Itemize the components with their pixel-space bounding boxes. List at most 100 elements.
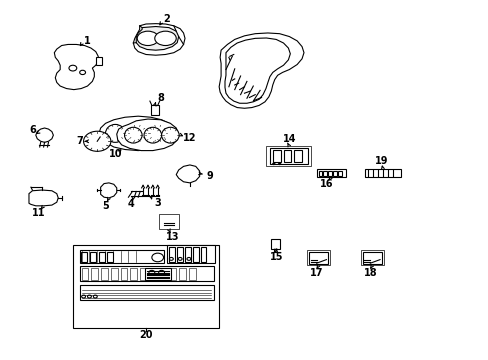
Bar <box>362 252 381 264</box>
Polygon shape <box>176 165 199 183</box>
Circle shape <box>164 223 168 226</box>
Bar <box>90 252 96 262</box>
Bar <box>308 252 328 264</box>
Bar <box>80 249 163 263</box>
Text: 8: 8 <box>157 93 164 103</box>
Bar <box>159 267 166 280</box>
Text: 14: 14 <box>282 134 296 144</box>
Circle shape <box>81 295 85 298</box>
Bar <box>150 267 157 280</box>
Bar <box>111 267 118 280</box>
Text: 6: 6 <box>29 125 36 135</box>
Circle shape <box>158 270 164 275</box>
Polygon shape <box>54 44 98 90</box>
Text: 5: 5 <box>102 201 109 211</box>
Bar <box>200 247 206 262</box>
Bar <box>161 217 176 227</box>
Text: 15: 15 <box>269 252 283 262</box>
Bar <box>107 252 113 262</box>
Bar <box>188 267 195 280</box>
Ellipse shape <box>105 125 125 142</box>
Bar <box>332 171 336 176</box>
Polygon shape <box>224 38 290 103</box>
Bar <box>294 150 302 162</box>
Bar <box>271 239 280 249</box>
Text: 7: 7 <box>76 136 83 146</box>
Bar <box>318 171 322 176</box>
Bar <box>337 171 341 176</box>
Text: 3: 3 <box>154 198 161 208</box>
Circle shape <box>80 70 85 75</box>
Bar <box>360 250 383 265</box>
Bar <box>169 267 176 280</box>
Text: 11: 11 <box>32 208 45 218</box>
Polygon shape <box>36 128 53 142</box>
Bar <box>101 267 108 280</box>
Ellipse shape <box>161 127 179 143</box>
Bar <box>283 150 291 162</box>
Bar <box>99 252 104 262</box>
Ellipse shape <box>155 31 176 45</box>
Bar <box>140 267 147 280</box>
Bar <box>365 169 400 177</box>
Text: 9: 9 <box>206 171 213 181</box>
Bar <box>328 171 331 176</box>
Ellipse shape <box>144 127 161 143</box>
Text: 12: 12 <box>183 134 196 143</box>
Bar <box>192 247 198 262</box>
Bar <box>144 267 171 280</box>
Bar <box>269 148 307 164</box>
Bar <box>169 247 175 262</box>
Bar <box>266 145 311 166</box>
Bar <box>130 267 137 280</box>
Ellipse shape <box>137 31 158 45</box>
Circle shape <box>69 65 77 71</box>
Text: 18: 18 <box>363 267 376 278</box>
Bar <box>179 267 185 280</box>
Text: 13: 13 <box>165 232 179 242</box>
Text: 16: 16 <box>319 179 332 189</box>
Circle shape <box>186 257 190 260</box>
Text: 4: 4 <box>128 199 135 210</box>
Bar <box>316 169 345 177</box>
Text: 19: 19 <box>374 156 388 166</box>
Text: 17: 17 <box>309 267 323 278</box>
Circle shape <box>83 131 111 151</box>
Bar <box>159 215 178 229</box>
Circle shape <box>278 163 281 165</box>
Polygon shape <box>136 27 178 50</box>
Bar <box>167 244 215 263</box>
Bar <box>81 267 88 280</box>
Text: 2: 2 <box>163 14 169 24</box>
Circle shape <box>149 270 155 275</box>
Bar <box>306 250 330 265</box>
Circle shape <box>272 163 275 165</box>
Bar <box>184 247 190 262</box>
Ellipse shape <box>148 125 167 142</box>
Bar <box>323 171 326 176</box>
Bar <box>80 266 213 281</box>
Polygon shape <box>219 33 304 108</box>
Polygon shape <box>29 190 58 206</box>
Circle shape <box>178 257 182 260</box>
Bar <box>272 150 280 162</box>
Text: 20: 20 <box>139 330 152 340</box>
Circle shape <box>169 257 173 260</box>
Circle shape <box>87 295 91 298</box>
Polygon shape <box>117 119 178 150</box>
Bar <box>121 267 127 280</box>
Polygon shape <box>99 116 173 150</box>
Circle shape <box>93 295 97 298</box>
Polygon shape <box>101 183 117 198</box>
Bar <box>177 247 183 262</box>
Ellipse shape <box>127 125 147 142</box>
Ellipse shape <box>124 127 142 143</box>
Bar <box>73 244 219 328</box>
Bar <box>151 105 158 116</box>
Bar <box>96 57 102 65</box>
Bar <box>91 267 98 280</box>
Bar <box>81 252 87 262</box>
Bar <box>80 285 213 300</box>
Polygon shape <box>133 24 184 55</box>
Text: 10: 10 <box>108 149 122 159</box>
